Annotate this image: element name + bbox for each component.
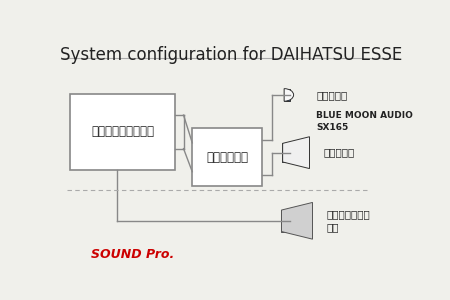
Polygon shape — [283, 137, 310, 169]
Wedge shape — [284, 88, 293, 101]
Text: SOUND Pro.: SOUND Pro. — [91, 248, 175, 261]
Polygon shape — [281, 202, 312, 239]
Bar — [281, 210, 290, 232]
Bar — [284, 89, 290, 101]
Text: ツイーター: ツイーター — [316, 90, 347, 100]
Text: 純正ヘッドユニット: 純正ヘッドユニット — [91, 125, 154, 138]
Bar — [192, 128, 262, 186]
Text: System configuration for DAIHATSU ESSE: System configuration for DAIHATSU ESSE — [59, 46, 402, 64]
Text: ウーファー: ウーファー — [323, 148, 354, 158]
Bar — [70, 94, 175, 170]
Text: ネットワーク: ネットワーク — [206, 151, 248, 164]
Text: BLUE MOON AUDIO
SX165: BLUE MOON AUDIO SX165 — [316, 111, 413, 132]
Text: リアスピーカー
純正: リアスピーカー 純正 — [327, 209, 370, 232]
Bar — [282, 143, 290, 162]
